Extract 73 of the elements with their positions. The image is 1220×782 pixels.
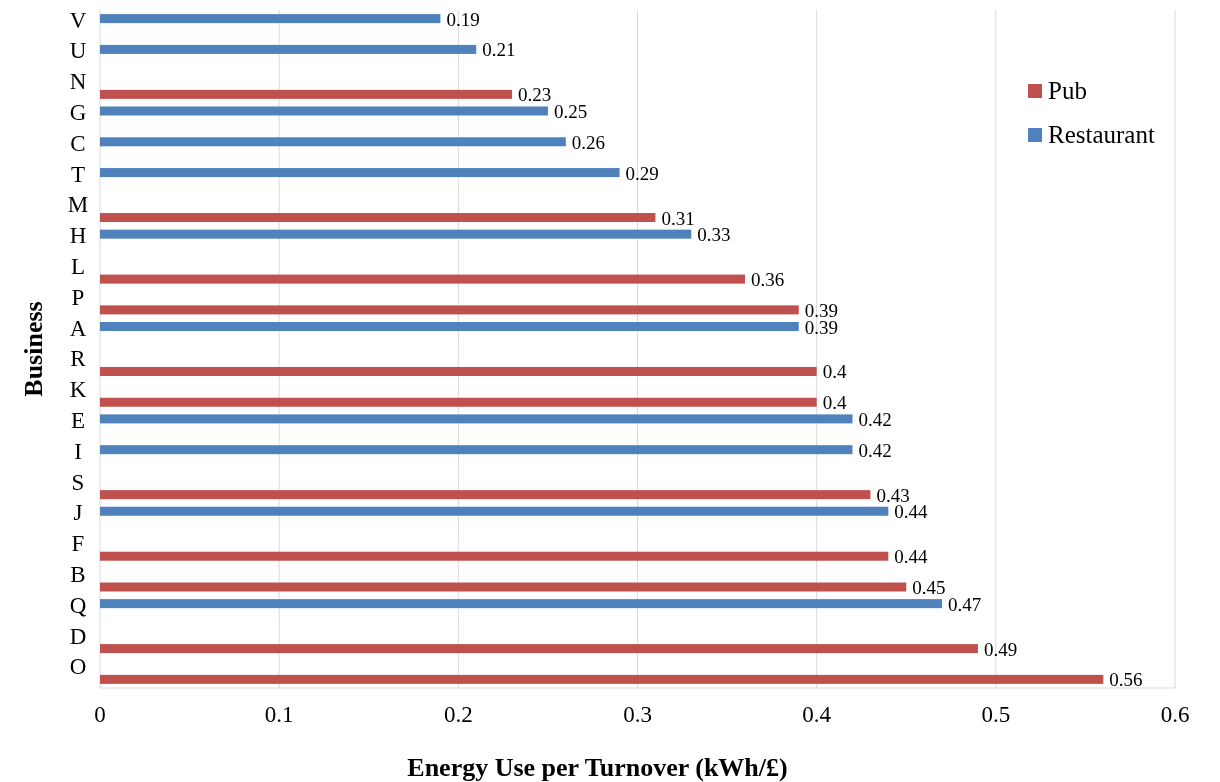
- data-label: 0.29: [625, 162, 659, 184]
- x-tick-label: 0.2: [443, 702, 473, 727]
- bar: [100, 644, 978, 654]
- bar: [100, 106, 548, 116]
- y-tick-label: H: [69, 223, 87, 249]
- bar: [100, 44, 477, 54]
- data-label: 0.4: [822, 361, 847, 383]
- data-label: 0.26: [571, 131, 606, 153]
- bar: [100, 445, 853, 455]
- bar: [100, 582, 907, 592]
- x-tick-label: 0.4: [802, 702, 832, 727]
- data-label: 0.45: [912, 577, 946, 599]
- data-label: 0.47: [948, 593, 982, 615]
- x-tick-label: 0.5: [981, 702, 1011, 727]
- x-tick-label: 0.1: [264, 702, 294, 727]
- data-label: 0.21: [482, 39, 516, 61]
- y-axis-title: Business: [19, 301, 48, 397]
- bar: [100, 414, 853, 424]
- y-tick-label: U: [69, 38, 87, 64]
- x-axis-title: Energy Use per Turnover (kWh/£): [407, 753, 788, 782]
- bar: [100, 89, 513, 99]
- y-tick-label: E: [70, 407, 86, 433]
- y-tick-label: O: [69, 654, 87, 680]
- y-tick-label: K: [69, 377, 87, 403]
- data-label: 0.23: [518, 84, 552, 106]
- data-label: 0.36: [751, 269, 785, 291]
- y-tick-label: P: [71, 284, 85, 310]
- y-tick-label: L: [70, 254, 86, 280]
- bar: [100, 14, 441, 24]
- data-label: 0.56: [1109, 669, 1143, 691]
- data-label: 0.31: [661, 207, 695, 229]
- legend-label: Pub: [1048, 77, 1087, 104]
- x-tick-label: 0.6: [1160, 702, 1190, 727]
- bar: [100, 305, 799, 315]
- data-label: 0.44: [894, 546, 929, 568]
- bar: [100, 229, 692, 239]
- y-tick-label: T: [70, 161, 86, 187]
- data-label: 0.19: [446, 8, 480, 30]
- bar: [100, 168, 620, 178]
- data-label: 0.49: [983, 638, 1018, 660]
- bar: [100, 506, 889, 516]
- data-label: 0.42: [858, 439, 892, 461]
- data-label: 0.42: [858, 408, 892, 430]
- data-label: 0.4: [822, 392, 847, 414]
- data-label: 0.33: [697, 224, 731, 246]
- y-tick-label: M: [67, 192, 89, 218]
- data-label: 0.25: [553, 100, 588, 122]
- y-tick-label: B: [70, 561, 86, 587]
- bar: [100, 213, 656, 223]
- y-tick-label: S: [71, 469, 85, 495]
- bar: [100, 551, 889, 561]
- bar: [100, 490, 871, 500]
- y-tick-label: I: [74, 438, 82, 464]
- bar: [100, 322, 799, 332]
- y-tick-label: G: [69, 100, 87, 126]
- bar: [100, 397, 817, 407]
- y-tick-label: R: [70, 346, 87, 372]
- bar: [100, 274, 745, 284]
- x-tick-label: 0: [94, 702, 106, 727]
- legend-label: Restaurant: [1048, 121, 1155, 148]
- y-tick-label: V: [69, 7, 87, 33]
- bar: [100, 674, 1104, 684]
- bar: [100, 366, 817, 376]
- bar: [100, 137, 566, 147]
- y-tick-label: F: [71, 531, 85, 557]
- bar: [100, 599, 943, 609]
- y-tick-label: C: [70, 130, 86, 156]
- y-tick-label: Q: [69, 592, 87, 618]
- x-tick-label: 0.3: [623, 702, 652, 727]
- y-tick-label: N: [69, 69, 87, 95]
- y-tick-label: A: [69, 315, 87, 341]
- y-tick-label: J: [73, 500, 83, 526]
- y-tick-label: D: [69, 623, 87, 649]
